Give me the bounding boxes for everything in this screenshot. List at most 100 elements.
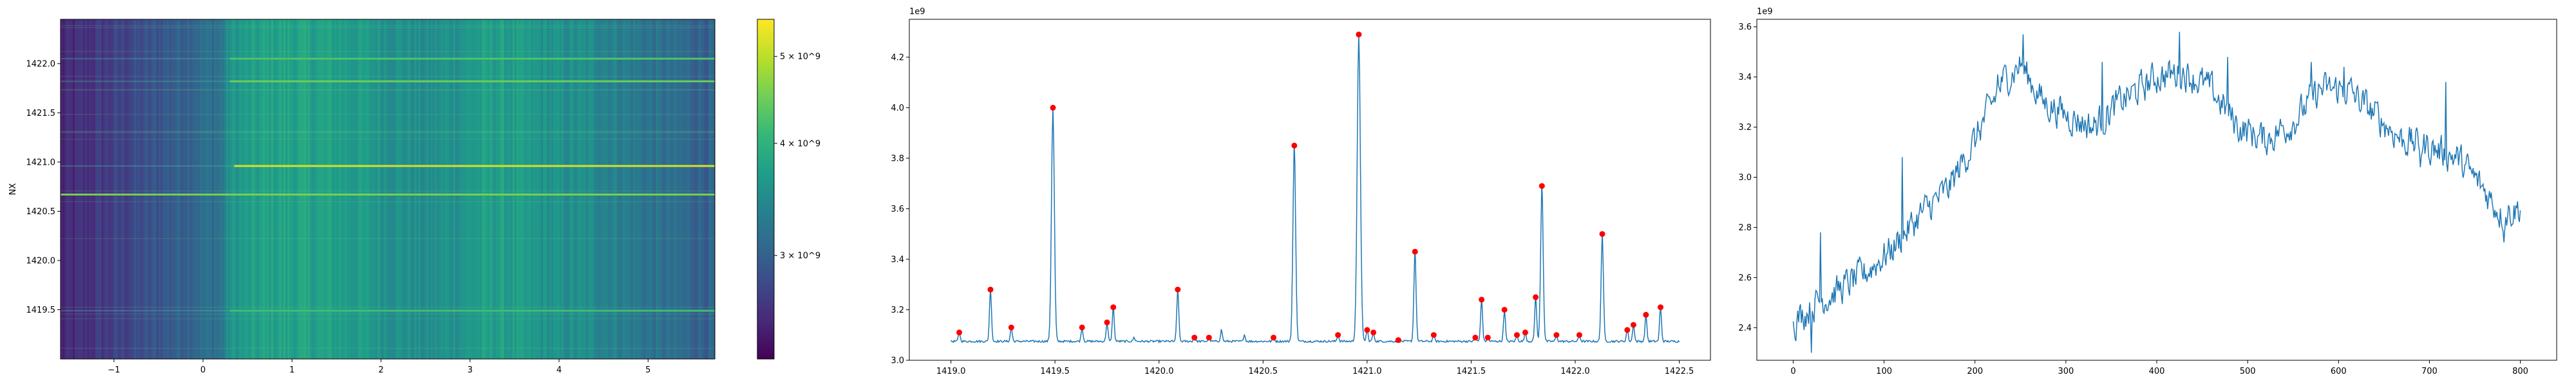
heatmap-column bbox=[140, 19, 143, 359]
peak-marker bbox=[1335, 332, 1341, 338]
heatmap-column bbox=[565, 19, 568, 359]
heatmap-column bbox=[167, 19, 169, 359]
heatmap-column bbox=[144, 19, 147, 359]
heatmap-column bbox=[489, 19, 493, 359]
heatmap-column bbox=[287, 19, 290, 359]
heatmap-column bbox=[625, 19, 628, 359]
heatmap-column bbox=[365, 19, 368, 359]
heatmap-row-faint bbox=[61, 165, 234, 167]
heatmap-column bbox=[312, 19, 315, 359]
heatmap-column bbox=[465, 19, 468, 359]
peak-marker bbox=[1271, 335, 1276, 341]
heatmap-column bbox=[651, 19, 654, 359]
heatmap-column bbox=[564, 19, 566, 359]
heatmap-column bbox=[189, 19, 192, 359]
heatmap-column bbox=[600, 19, 603, 359]
timeseries-x-tick-label: 500 bbox=[2240, 367, 2256, 376]
heatmap-column bbox=[338, 19, 341, 359]
heatmap-column bbox=[698, 19, 701, 359]
heatmap-column bbox=[296, 19, 298, 359]
heatmap-column bbox=[363, 19, 366, 359]
peaks-y-tick-label: 3.6 bbox=[891, 205, 904, 214]
heatmap-column bbox=[191, 19, 194, 359]
heatmap-column bbox=[428, 19, 431, 359]
heatmap-y-tick-label: 1420.0 bbox=[26, 256, 56, 266]
peak-marker bbox=[1191, 335, 1198, 341]
heatmap-column bbox=[61, 19, 63, 359]
peaks-plot-area bbox=[950, 32, 1680, 344]
heatmap-column bbox=[422, 19, 425, 359]
heatmap-column bbox=[649, 19, 652, 359]
heatmap-column bbox=[359, 19, 362, 359]
heatmap-column bbox=[658, 19, 660, 359]
heatmap-column bbox=[246, 19, 249, 359]
colorbar-gradient bbox=[757, 19, 774, 359]
heatmap-column bbox=[64, 19, 68, 359]
heatmap-column bbox=[117, 19, 120, 359]
heatmap-column bbox=[252, 19, 256, 359]
heatmap-streak bbox=[61, 201, 715, 203]
heatmap-column bbox=[350, 19, 354, 359]
heatmap-column bbox=[138, 19, 141, 359]
heatmap-column bbox=[330, 19, 333, 359]
heatmap-column bbox=[251, 19, 254, 359]
peak-marker bbox=[1522, 329, 1528, 336]
heatmap-y-ticks: 1419.5 1420.0 1420.5 1421.0 1421.5 1422.0 bbox=[26, 59, 61, 315]
heatmap-column bbox=[606, 19, 609, 359]
heatmap-bright-row bbox=[229, 309, 715, 312]
heatmap-column bbox=[75, 19, 77, 359]
timeseries-x-tick-label: 600 bbox=[2331, 367, 2347, 376]
heatmap-column bbox=[674, 19, 677, 359]
heatmap-column bbox=[514, 19, 517, 359]
heatmap-column bbox=[193, 19, 196, 359]
heatmap-column bbox=[602, 19, 605, 359]
heatmap-column bbox=[457, 19, 460, 359]
heatmap-column bbox=[158, 19, 162, 359]
heatmap-column bbox=[269, 19, 272, 359]
heatmap-column bbox=[73, 19, 75, 359]
timeseries-x-tick-label: 200 bbox=[1967, 367, 1983, 376]
heatmap-column bbox=[115, 19, 118, 359]
heatmap-column bbox=[623, 19, 625, 359]
timeseries-y-offset: 1e9 bbox=[1757, 7, 1773, 17]
heatmap-column bbox=[134, 19, 137, 359]
heatmap-column bbox=[244, 19, 247, 359]
heatmap-column bbox=[377, 19, 380, 359]
heatmap-column bbox=[242, 19, 245, 359]
heatmap-column bbox=[700, 19, 703, 359]
heatmap-column bbox=[381, 19, 384, 359]
heatmap-column bbox=[645, 19, 648, 359]
heatmap-column bbox=[567, 19, 571, 359]
peaks-x-tick-label: 1420.5 bbox=[1249, 367, 1278, 376]
peak-marker bbox=[1553, 332, 1560, 338]
heatmap-column bbox=[199, 19, 202, 359]
heatmap-column bbox=[79, 19, 82, 359]
heatmap-column bbox=[91, 19, 94, 359]
peak-marker bbox=[1533, 294, 1539, 300]
heatmap-column bbox=[408, 19, 411, 359]
heatmap-column bbox=[536, 19, 540, 359]
heatmap-column bbox=[308, 19, 310, 359]
heatmap-y-tick-label: 1419.5 bbox=[26, 306, 56, 315]
heatmap-column bbox=[549, 19, 552, 359]
heatmap-bright-row bbox=[234, 165, 715, 167]
peaks-x-tick-label: 1421.5 bbox=[1457, 367, 1486, 376]
heatmap-column bbox=[390, 19, 392, 359]
heatmap-column bbox=[357, 19, 360, 359]
timeseries-x-tick-label: 100 bbox=[1876, 367, 1892, 376]
peak-marker bbox=[1364, 327, 1370, 333]
timeseries-y-tick-label: 2.8 bbox=[1738, 223, 1752, 233]
heatmap-column bbox=[202, 19, 204, 359]
heatmap-column bbox=[367, 19, 370, 359]
heatmap-column bbox=[635, 19, 638, 359]
heatmap-x-tick-label: 5 bbox=[645, 365, 650, 375]
heatmap-column bbox=[630, 19, 634, 359]
heatmap-column bbox=[328, 19, 331, 359]
heatmap-column bbox=[95, 19, 98, 359]
heatmap-column bbox=[136, 19, 139, 359]
peaks-y-tick-label: 3.0 bbox=[891, 356, 904, 366]
peak-marker bbox=[1658, 304, 1663, 311]
heatmap-column bbox=[486, 19, 489, 359]
heatmap-column bbox=[277, 19, 280, 359]
heatmap-column bbox=[113, 19, 117, 359]
